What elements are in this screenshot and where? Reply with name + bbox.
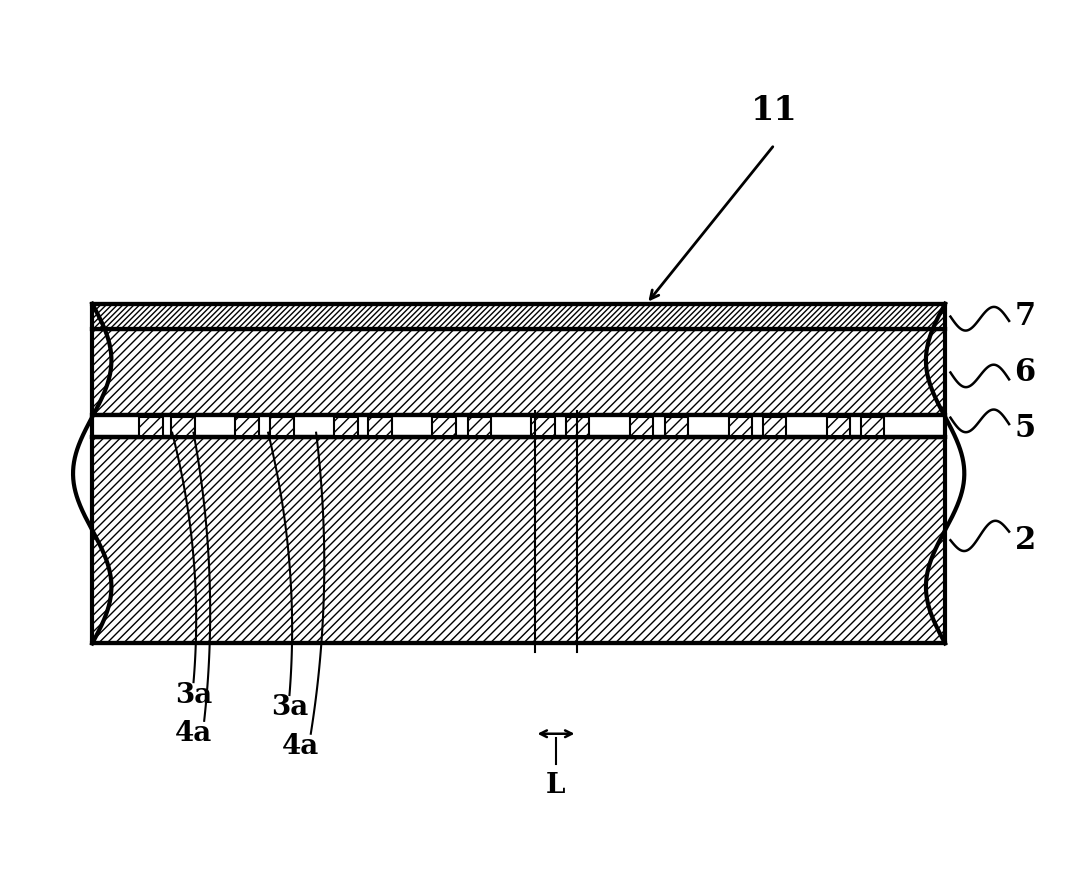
- Bar: [368, 417, 392, 436]
- Text: 2: 2: [1014, 524, 1036, 556]
- Bar: [762, 417, 786, 436]
- Text: 7: 7: [1014, 301, 1036, 332]
- Bar: [566, 417, 589, 436]
- Bar: [334, 417, 357, 436]
- Bar: [171, 417, 194, 436]
- Text: 5: 5: [1014, 413, 1036, 444]
- Bar: [270, 417, 294, 436]
- Bar: [92, 437, 945, 643]
- Text: 4a: 4a: [175, 720, 212, 747]
- Text: 11: 11: [752, 94, 798, 127]
- Text: L: L: [546, 772, 566, 799]
- Bar: [139, 417, 163, 436]
- Text: 4a: 4a: [282, 733, 319, 760]
- Bar: [235, 417, 258, 436]
- Bar: [630, 417, 653, 436]
- Bar: [729, 417, 752, 436]
- Bar: [664, 417, 688, 436]
- Bar: [92, 303, 945, 329]
- Text: 3a: 3a: [271, 695, 308, 721]
- Bar: [531, 417, 555, 436]
- Bar: [92, 329, 945, 415]
- Bar: [861, 417, 885, 436]
- Bar: [432, 417, 456, 436]
- Bar: [827, 417, 850, 436]
- Bar: [92, 415, 945, 437]
- Text: 6: 6: [1014, 357, 1036, 388]
- Text: 3a: 3a: [175, 682, 212, 709]
- Bar: [468, 417, 491, 436]
